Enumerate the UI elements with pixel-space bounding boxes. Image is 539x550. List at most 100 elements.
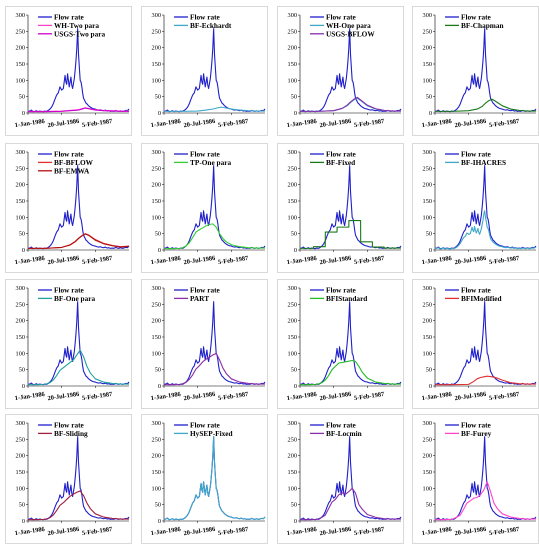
y-tick-label: 100 (152, 77, 161, 84)
y-tick-label: 100 (152, 485, 161, 492)
y-tick-label: 300 (152, 149, 161, 156)
y-tick-label: 100 (288, 214, 297, 221)
y-tick-label: 250 (16, 436, 25, 443)
series-wh-one-para-line (300, 97, 401, 112)
series-tp-one-para-line (164, 223, 265, 250)
y-tick-label: 50 (155, 231, 161, 238)
x-tick-label: 1-Jan-1986 (150, 391, 182, 402)
legend-label: BF-Fixed (326, 158, 355, 167)
y-tick-label: 200 (288, 45, 297, 52)
y-tick-label: 150 (16, 198, 25, 205)
x-tick-label: 20-Jul-1986 (183, 526, 216, 537)
legend-label: TP-One para (190, 158, 231, 167)
chart-svg: 0 50 100 150 200 250 300 1-Jan-1986 20-Jul-1986 5… (14, 420, 130, 537)
x-tick-label: 20-Jul-1986 (47, 391, 80, 402)
y-tick-label: 200 (16, 182, 25, 189)
y-tick-label: 0 (22, 247, 25, 254)
x-tick-label: 5-Feb-1987 (218, 118, 250, 129)
y-tick-label: 100 (288, 485, 297, 492)
y-tick-label: 100 (288, 350, 297, 357)
y-tick-label: 200 (423, 453, 432, 460)
y-tick-label: 50 (19, 367, 25, 374)
y-tick-label: 250 (152, 28, 161, 35)
legend-label: Flow rate (190, 421, 221, 430)
x-tick-label: 1-Jan-1986 (286, 255, 318, 266)
x-tick-label: 20-Jul-1986 (183, 255, 216, 266)
x-tick-label: 1-Jan-1986 (14, 255, 46, 266)
y-tick-label: 0 (158, 383, 161, 390)
y-tick-label: 0 (158, 110, 161, 117)
series-bf-locmin-line (300, 487, 401, 521)
chart-svg: 0 50 100 150 200 250 300 1-Jan-1986 20-Jul-1986 5… (421, 285, 537, 402)
legend-label: PART (190, 294, 209, 303)
series-bf-ihacres-line (434, 210, 537, 250)
x-tick-label: 20-Jul-1986 (319, 255, 352, 266)
y-tick-label: 200 (423, 318, 432, 325)
x-tick-label: 20-Jul-1986 (183, 118, 216, 129)
y-tick-label: 50 (19, 502, 25, 509)
x-tick-label: 5-Feb-1987 (82, 255, 114, 266)
x-tick-label: 1-Jan-1986 (286, 118, 318, 129)
y-tick-label: 50 (291, 231, 297, 238)
x-tick-label: 20-Jul-1986 (183, 391, 216, 402)
y-tick-label: 0 (22, 518, 25, 525)
y-tick-label: 200 (152, 318, 161, 325)
y-tick-label: 150 (288, 198, 297, 205)
x-tick-label: 1-Jan-1986 (421, 118, 453, 129)
y-tick-label: 0 (429, 247, 432, 254)
y-tick-label: 100 (423, 350, 432, 357)
legend-label: Flow rate (190, 286, 221, 295)
y-tick-label: 300 (288, 420, 297, 427)
x-tick-label: 1-Jan-1986 (150, 118, 182, 129)
x-tick-label: 20-Jul-1986 (319, 118, 352, 129)
y-tick-label: 200 (288, 453, 297, 460)
x-tick-label: 20-Jul-1986 (454, 526, 487, 537)
series-flow-rate-line (163, 165, 266, 250)
series-flow-rate-line (299, 28, 402, 113)
y-tick-label: 50 (426, 231, 432, 238)
y-tick-label: 100 (16, 77, 25, 84)
x-tick-label: 5-Feb-1987 (82, 526, 114, 537)
chart-panel-5: 0 50 100 150 200 250 300 1-Jan-1986 20-Jul-1986 5… (5, 143, 132, 273)
legend-label: BFIStandard (326, 294, 367, 303)
x-tick-label: 5-Feb-1987 (82, 118, 114, 129)
y-tick-label: 100 (16, 214, 25, 221)
x-tick-label: 20-Jul-1986 (47, 255, 80, 266)
x-tick-label: 1-Jan-1986 (150, 526, 182, 537)
chart-panel-7: 0 50 100 150 200 250 300 1-Jan-1986 20-Jul-1986 5… (277, 143, 404, 273)
legend-label: Flow rate (326, 13, 357, 22)
x-tick-label: 1-Jan-1986 (14, 526, 46, 537)
y-tick-label: 150 (16, 469, 25, 476)
legend-label: Flow rate (326, 421, 357, 430)
x-tick-label: 1-Jan-1986 (14, 118, 46, 129)
legend-label: Flow rate (54, 13, 85, 22)
series-flow-rate-line (27, 165, 130, 250)
series-flow-rate-line (299, 436, 402, 521)
legend-label: BF-Locmin (326, 429, 362, 438)
y-tick-label: 50 (426, 502, 432, 509)
chart-panel-6: 0 50 100 150 200 250 300 1-Jan-1986 20-Jul-1986 5… (141, 143, 268, 273)
x-tick-label: 20-Jul-1986 (454, 391, 487, 402)
chart-panel-16: 0 50 100 150 200 250 300 1-Jan-1986 20-Jul-1986 5… (412, 414, 539, 544)
chart-panel-13: 0 50 100 150 200 250 300 1-Jan-1986 20-Jul-1986 5… (5, 414, 132, 544)
legend-label: Flow rate (54, 421, 85, 430)
y-tick-label: 0 (429, 383, 432, 390)
y-tick-label: 300 (423, 420, 432, 427)
y-tick-label: 0 (22, 110, 25, 117)
y-tick-label: 300 (16, 149, 25, 156)
chart-svg: 0 50 100 150 200 250 300 1-Jan-1986 20-Jul-1986 5… (286, 12, 402, 129)
y-tick-label: 100 (423, 77, 432, 84)
chart-panel-11: 0 50 100 150 200 250 300 1-Jan-1986 20-Jul-1986 5… (277, 279, 404, 409)
y-tick-label: 250 (152, 165, 161, 172)
y-tick-label: 300 (152, 12, 161, 19)
y-tick-label: 50 (291, 502, 297, 509)
y-tick-label: 150 (423, 61, 432, 68)
y-tick-label: 300 (288, 285, 297, 292)
y-tick-label: 200 (16, 453, 25, 460)
y-tick-label: 100 (16, 485, 25, 492)
legend-label: BF-IHACRES (461, 158, 506, 167)
y-tick-label: 0 (158, 247, 161, 254)
x-tick-label: 1-Jan-1986 (286, 526, 318, 537)
y-tick-label: 0 (429, 518, 432, 525)
y-tick-label: 250 (152, 301, 161, 308)
